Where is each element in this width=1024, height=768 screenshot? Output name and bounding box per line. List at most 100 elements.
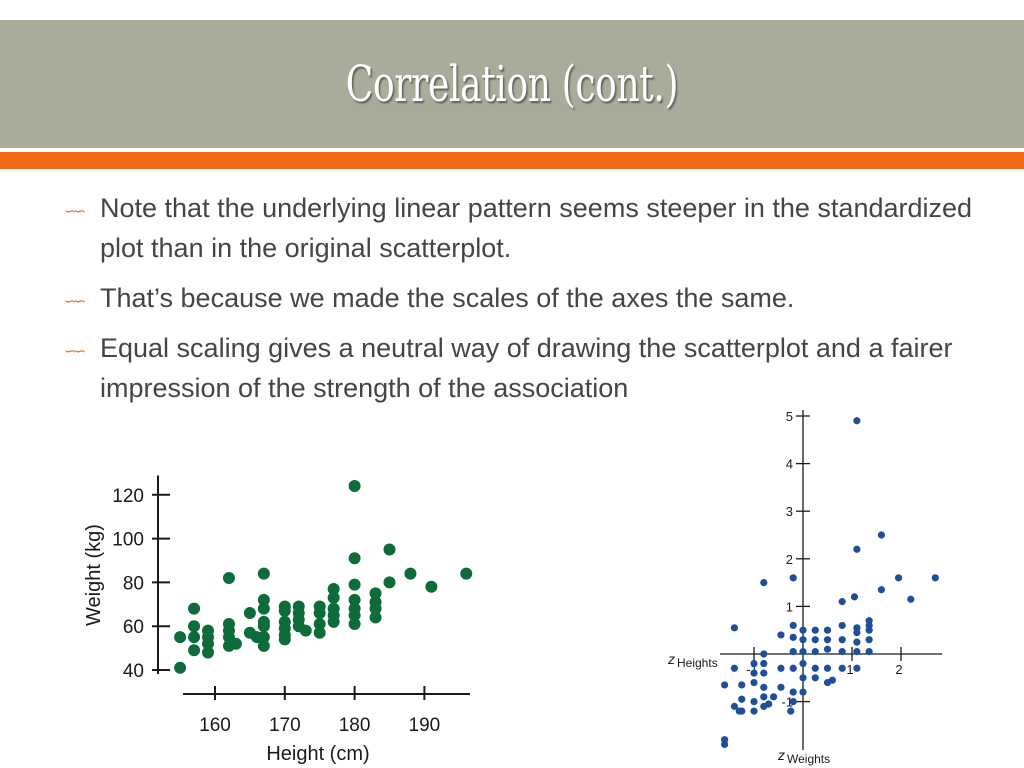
data-point: [877, 531, 886, 539]
axis-label-subscript: Heights: [677, 656, 718, 670]
data-point: [789, 698, 797, 706]
data-point: [838, 621, 846, 630]
data-point: [278, 633, 291, 646]
infinity-swirl-icon: ∽∽: [64, 203, 86, 220]
data-point: [850, 593, 859, 601]
y-axis-label: Weight (kg): [83, 524, 105, 626]
data-point: [348, 578, 361, 591]
data-point: [174, 631, 187, 644]
data-point: [853, 545, 861, 553]
data-point: [838, 648, 846, 656]
bullet-list: ∽∽ Note that the underlying linear patte…: [60, 188, 980, 418]
x-axis-label: z Heights: [667, 651, 718, 670]
data-point: [750, 678, 758, 687]
data-point: [313, 618, 326, 631]
data-point: [750, 707, 758, 715]
data-point: [760, 683, 768, 691]
data-point: [838, 664, 846, 672]
y-tick-label: -1: [781, 695, 793, 710]
x-tick-label: 170: [269, 715, 301, 736]
data-point: [799, 688, 807, 696]
data-point: [327, 582, 340, 595]
data-point: [777, 664, 785, 672]
data-point: [750, 659, 758, 668]
data-point: [369, 602, 382, 615]
x-tick-label: 160: [199, 715, 231, 736]
data-point: [348, 609, 361, 622]
data-point: [313, 626, 326, 639]
data-point: [823, 645, 832, 653]
data-point: [202, 637, 215, 650]
accent-bar: [0, 152, 1024, 169]
data-point: [853, 638, 861, 646]
data-point: [738, 695, 746, 703]
data-point: [460, 567, 473, 580]
data-point: [243, 607, 256, 620]
data-point: [853, 628, 861, 637]
data-point: [188, 602, 201, 615]
data-point: [257, 620, 270, 633]
data-point: [174, 661, 187, 674]
data-point: [721, 740, 729, 749]
axis-label-variable: z: [777, 747, 785, 763]
y-tick-label: 100: [112, 530, 144, 551]
bullet-item: ∽∽ Note that the underlying linear patte…: [60, 188, 980, 268]
x-tick-label: 190: [409, 715, 441, 736]
data-point: [730, 702, 739, 710]
data-point: [257, 639, 270, 652]
data-point: [799, 636, 807, 644]
data-point: [789, 621, 797, 630]
y-tick-label: 5: [786, 409, 793, 424]
x-tick-label: -1: [746, 662, 758, 677]
y-tick-label: 80: [123, 573, 144, 594]
data-point: [799, 626, 807, 634]
data-point: [823, 664, 832, 672]
slide-title: Correlation (cont.): [345, 55, 679, 113]
x-tick-label: 1: [846, 662, 853, 677]
data-point: [828, 676, 837, 684]
data-point: [750, 698, 758, 706]
data-point: [721, 681, 729, 689]
data-point: [730, 664, 739, 672]
data-point: [327, 591, 340, 604]
data-point: [865, 626, 873, 634]
data-point: [789, 633, 797, 641]
data-point: [313, 607, 326, 620]
data-point: [222, 572, 235, 585]
data-point: [425, 580, 438, 593]
x-tick-label: 180: [339, 715, 371, 736]
infinity-swirl-icon: ∽∽: [64, 343, 86, 360]
data-point: [738, 681, 746, 689]
bullet-item: ∽∽ Equal scaling gives a neutral way of …: [60, 328, 980, 408]
data-point: [770, 693, 778, 701]
data-point: [760, 693, 768, 701]
y-tick-label: 2: [786, 552, 793, 567]
data-point: [383, 576, 396, 589]
data-point: [811, 664, 819, 672]
data-point: [188, 620, 201, 633]
data-point: [907, 595, 915, 603]
data-point: [760, 579, 768, 587]
data-point: [789, 648, 797, 656]
data-point: [765, 700, 773, 708]
data-point: [799, 648, 807, 656]
bullet-item: ∽∽ That’s because we made the scales of …: [60, 278, 980, 318]
data-point: [327, 615, 340, 628]
data-point: [404, 567, 417, 580]
data-point: [811, 648, 819, 656]
x-tick-label: 2: [895, 662, 902, 677]
data-point: [299, 624, 312, 637]
data-point: [257, 567, 270, 580]
data-point: [865, 636, 873, 644]
data-point: [348, 552, 361, 565]
data-point: [369, 611, 382, 624]
data-point: [750, 669, 758, 677]
data-point: [789, 688, 797, 696]
data-point: [789, 574, 797, 582]
data-point: [278, 604, 291, 617]
y-tick-label: 40: [123, 661, 144, 682]
axis-label-subscript: Weights: [787, 752, 830, 766]
y-tick-label: 60: [123, 617, 144, 638]
data-point: [735, 707, 743, 715]
infinity-swirl-icon: ∽∽: [64, 293, 86, 310]
